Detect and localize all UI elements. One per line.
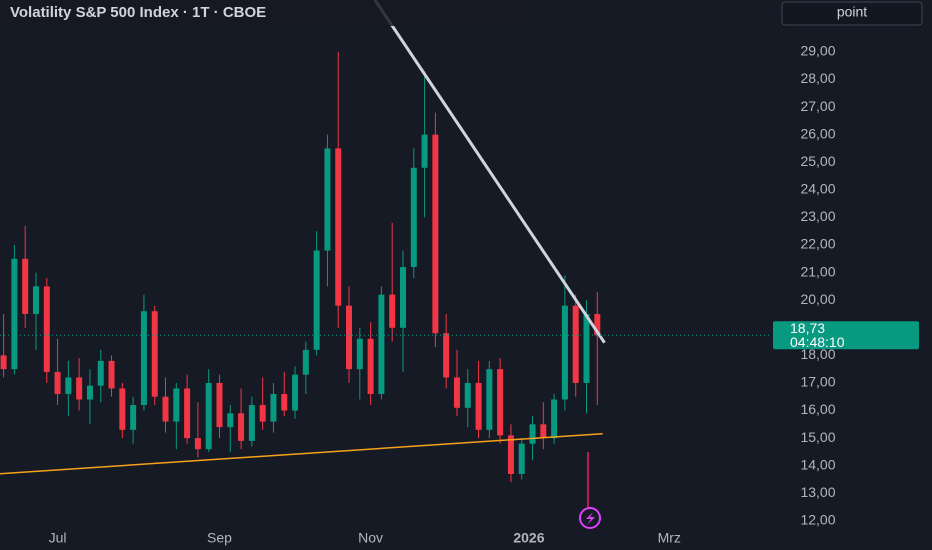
candle-body [399, 267, 406, 328]
candle-body [540, 424, 547, 439]
candle-body [356, 338, 363, 370]
candle-body [97, 360, 104, 386]
candle-body [389, 294, 396, 328]
last-price-box [773, 321, 919, 350]
candle-body [529, 424, 536, 444]
candle-body [324, 148, 331, 251]
x-tick-label: 2026 [513, 530, 544, 546]
y-tick-label: 25,00 [800, 153, 835, 169]
y-tick-label: 27,00 [800, 98, 835, 114]
y-tick-label: 21,00 [800, 263, 835, 279]
candle-body [119, 388, 126, 430]
candle-body [432, 134, 439, 334]
x-tick-label: Mrz [658, 530, 681, 546]
candle-body [410, 167, 417, 268]
candle-body [259, 405, 266, 422]
candle-body [453, 377, 460, 408]
countdown-label: 04:48:10 [790, 334, 845, 350]
candle-body [216, 382, 223, 428]
candle-body [11, 258, 18, 370]
candle-body [86, 385, 93, 400]
y-tick-label: 24,00 [800, 181, 835, 197]
candle-body [443, 333, 450, 378]
candle-body [507, 435, 514, 474]
candle-body [561, 305, 568, 400]
y-tick-label: 26,00 [800, 125, 835, 141]
candle-body [248, 405, 255, 441]
candle-body [32, 286, 39, 314]
candle-body [335, 148, 342, 306]
candle-body [367, 338, 374, 394]
y-tick-label: 22,00 [800, 236, 835, 252]
candle-body [302, 349, 309, 375]
candle-body [130, 405, 137, 430]
trend-line [0, 432, 603, 475]
candle-body [518, 443, 525, 474]
candle-body [184, 388, 191, 439]
y-tick-label: 13,00 [800, 484, 835, 500]
candle-body [281, 393, 288, 411]
trend-line [373, 0, 606, 344]
candle-body [108, 360, 115, 389]
point-button[interactable] [781, 1, 923, 26]
candle-body [227, 413, 234, 428]
candle-body [65, 377, 72, 394]
y-tick-label: 28,00 [800, 70, 835, 86]
y-tick-label: 14,00 [800, 456, 835, 472]
candle-body [205, 382, 212, 450]
y-tick-label: 29,00 [800, 43, 835, 59]
candle-body [194, 438, 201, 450]
point-button-label[interactable]: point [837, 4, 867, 20]
candle-body [497, 369, 504, 436]
plot-area [0, 0, 606, 483]
candle-body [346, 305, 353, 370]
candle-body [594, 313, 601, 336]
candle-body [551, 399, 558, 439]
y-tick-label: 18,00 [800, 346, 835, 362]
candle-body [0, 355, 7, 370]
x-tick-label: Sep [207, 530, 232, 546]
x-tick-label: Nov [358, 530, 383, 546]
x-tick-label: Jul [49, 530, 67, 546]
lightning-icon [586, 512, 595, 525]
candle-body [238, 413, 245, 441]
y-tick-label: 16,00 [800, 401, 835, 417]
y-tick-label: 23,00 [800, 208, 835, 224]
candle-body [162, 396, 169, 422]
candle-body [313, 250, 320, 350]
candle-body [270, 393, 277, 422]
candle-body [464, 382, 471, 408]
candle-body [378, 294, 385, 394]
candle-body [486, 369, 493, 430]
candle-body [140, 311, 147, 406]
candle-body [572, 305, 579, 383]
y-tick-label: 12,00 [800, 512, 835, 528]
y-tick-label: 17,00 [800, 374, 835, 390]
candle-body [151, 311, 158, 397]
candle-body [54, 371, 61, 394]
last-price-label: 18,73 [790, 320, 825, 336]
candle-body [421, 134, 428, 168]
y-tick-label: 20,00 [800, 291, 835, 307]
title-bg [5, 0, 525, 26]
candle-body [76, 377, 83, 400]
candle-body [292, 374, 299, 411]
candle-body [22, 258, 29, 314]
candle-body [173, 388, 180, 422]
candle-body [583, 313, 590, 383]
candle-body [475, 382, 482, 430]
y-tick-label: 15,00 [800, 429, 835, 445]
candle-body [43, 286, 50, 372]
chart-title: Volatility S&P 500 Index · 1T · CBOE [10, 4, 266, 21]
